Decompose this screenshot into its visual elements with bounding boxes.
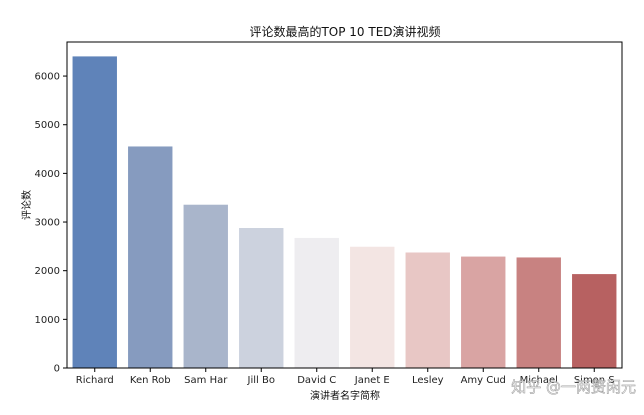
- bar-david-c: [294, 237, 339, 368]
- x-tick-label: Lesley: [412, 375, 444, 386]
- y-axis-label: 评论数: [20, 190, 33, 220]
- y-tick-label: 4000: [35, 169, 60, 180]
- chart-title: 评论数最高的TOP 10 TED演讲视频: [249, 24, 440, 39]
- y-tick-label: 0: [54, 364, 60, 375]
- x-tick-label: Amy Cud: [461, 375, 506, 386]
- y-tick-label: 2000: [35, 266, 60, 277]
- y-axis: 0 1000 2000 3000 4000 5000 6000: [35, 72, 67, 375]
- y-tick-label: 5000: [35, 120, 60, 131]
- x-axis: Richard Ken Rob Sam Har Jill Bo David C Janet…: [76, 368, 615, 386]
- bar-sam-har: [183, 204, 228, 368]
- x-tick-label: Sam Har: [184, 375, 228, 386]
- y-tick-label: 6000: [35, 72, 60, 83]
- plot-frame: [66, 41, 623, 369]
- x-tick-label: Richard: [76, 375, 114, 386]
- x-axis-label: 演讲者名字简称: [310, 389, 380, 402]
- y-tick-label: 3000: [35, 218, 60, 229]
- bar-richard: [72, 56, 117, 368]
- bar-simon-s: [572, 274, 617, 368]
- watermark-text: 知乎 @一两赘闲元: [511, 378, 636, 396]
- bar-ken-rob: [128, 146, 173, 368]
- bar-michael: [516, 257, 561, 368]
- x-tick-label: Ken Rob: [130, 375, 171, 386]
- x-tick-label: Michael: [520, 375, 558, 386]
- bar-janet-e: [350, 246, 395, 368]
- plot-area: [72, 56, 617, 368]
- x-tick-label: Simon S: [574, 375, 615, 386]
- x-tick-label: Janet E: [354, 375, 390, 386]
- bar-jill-bo: [239, 228, 284, 368]
- bar-amy-cud: [461, 256, 506, 368]
- bar-lesley: [405, 252, 450, 368]
- x-tick-label: David C: [297, 375, 336, 386]
- y-tick-label: 1000: [35, 315, 60, 326]
- x-tick-label: Jill Bo: [247, 375, 275, 386]
